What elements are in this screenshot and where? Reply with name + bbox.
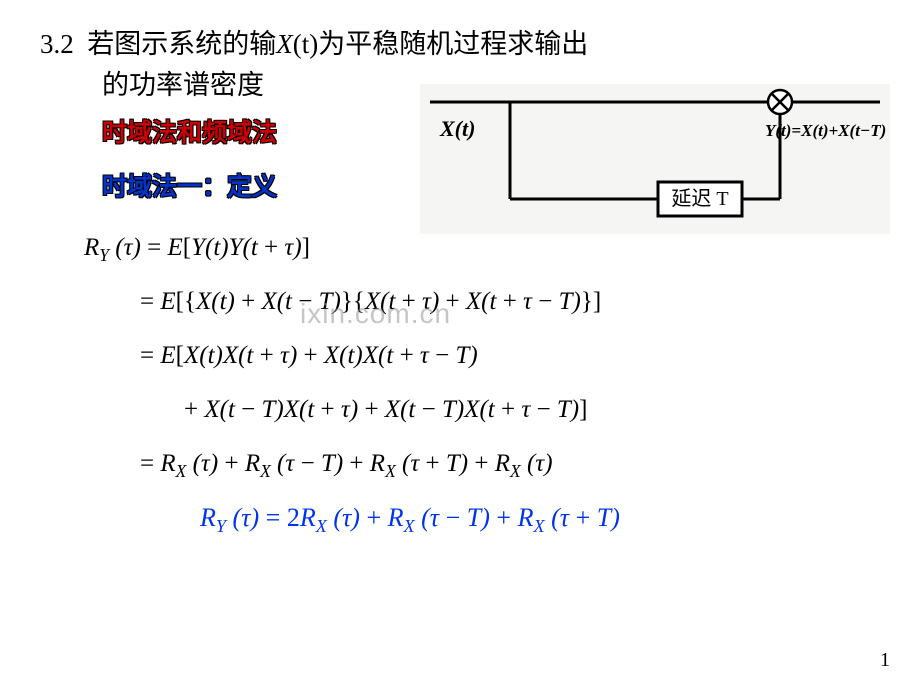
derivation: RY (τ) = E[Y(t)Y(t + τ)] = E[{X(t) + X(t… (40, 223, 880, 489)
math-line2: = E[{X(t) + X(t − T)}{X(t + τ) + X(t + τ… (84, 277, 880, 327)
watermark: ixin.com.cn (300, 298, 451, 330)
problem-statement: 3.2 若图示系统的输X(t)为平稳随机过程求输出 (40, 24, 880, 65)
output-label: Y(t)=X(t)+X(t−T) (765, 121, 886, 140)
input-label: X(t) (439, 116, 475, 141)
math-line4: + X(t − T)X(t + τ) + X(t − T)X(t + τ − T… (84, 385, 880, 435)
math-result: RY (τ) = 2RX (τ) + RX (τ − T) + RX (τ + … (40, 503, 880, 537)
problem-number: 3.2 (40, 29, 74, 59)
block-diagram: 延迟 T X(t) Y(t)=X(t)+X(t−T) (420, 84, 890, 234)
math-line5: = RX (τ) + RX (τ − T) + RX (τ + T) + RX … (84, 439, 880, 489)
page-number: 1 (880, 649, 890, 672)
delay-label: 延迟 T (671, 187, 728, 210)
math-line3: = E[X(t)X(t + τ) + X(t)X(t + τ − T) (84, 331, 880, 381)
